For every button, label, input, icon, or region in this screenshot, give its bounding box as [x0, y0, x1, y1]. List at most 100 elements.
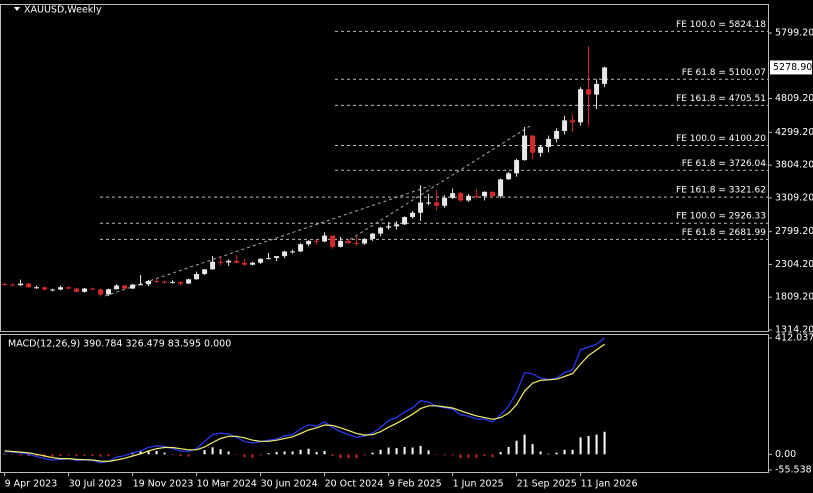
candle-body: [530, 135, 536, 153]
indicator-line: [4, 343, 605, 463]
level-label: FE 100.0 = 4100.20: [676, 134, 766, 144]
candle-body: [210, 261, 216, 270]
level-label: FE 100.0 = 5824.18: [676, 20, 766, 30]
candle-body: [50, 289, 56, 291]
candle-body: [386, 226, 392, 228]
candle-body: [602, 67, 608, 84]
candle-body: [186, 279, 192, 284]
indicator-line: [4, 337, 605, 464]
candle-body: [338, 240, 344, 247]
candle-body: [506, 173, 512, 180]
candle-body: [274, 256, 280, 259]
trend-line: [104, 185, 431, 297]
candle-body: [586, 89, 592, 95]
x-tick-label: 10 Mar 2024: [197, 479, 257, 490]
candle-body: [138, 284, 144, 286]
candle-body: [578, 89, 584, 123]
x-tick-label: 21 Sep 2025: [517, 479, 577, 490]
candle-body: [322, 235, 328, 242]
level-label: FE 61.8 = 3726.04: [682, 159, 767, 169]
candle-body: [106, 289, 112, 295]
candle-body: [146, 280, 152, 285]
candle-body: [82, 288, 88, 292]
candle-body: [282, 251, 288, 257]
indicator-title: MACD(12,26,9) 390.784 326.479 83.595 0.0…: [8, 339, 231, 350]
x-tick-label: 11 Jan 2026: [581, 479, 638, 490]
candle-body: [378, 227, 384, 234]
candle-body: [226, 260, 232, 263]
candle-body: [266, 258, 272, 260]
level-label: FE 61.8 = 2681.99: [682, 228, 767, 238]
candle-body: [538, 146, 544, 153]
y-tick-label: 5799.20: [775, 27, 813, 38]
candle-body: [418, 202, 424, 213]
candle-body: [90, 288, 96, 290]
candle-body: [426, 202, 432, 204]
candle-body: [234, 260, 240, 263]
candle-body: [474, 195, 480, 197]
main-panel-frame: [0, 4, 769, 332]
candle-body: [450, 193, 456, 198]
level-label: FE 161.8 = 3321.62: [676, 186, 766, 196]
candle-body: [498, 179, 504, 197]
last-price-box: [770, 60, 812, 75]
candle-body: [26, 283, 32, 288]
candle-body: [362, 238, 368, 244]
candle-body: [18, 283, 24, 286]
candle-body: [58, 287, 64, 290]
candle-body: [434, 202, 440, 206]
x-tick-label: 30 Jun 2024: [261, 479, 318, 490]
candle-body: [466, 195, 472, 201]
y-tick-label: 412.037: [775, 333, 813, 344]
candle-body: [242, 262, 248, 265]
candle-body: [98, 289, 104, 295]
candle-body: [258, 258, 264, 263]
level-label: FE 100.0 = 2926.33: [676, 212, 766, 222]
candle-body: [514, 160, 520, 174]
y-tick-label: 1809.20: [775, 292, 813, 303]
y-tick-label: 3804.20: [775, 160, 813, 171]
candle-body: [346, 240, 352, 243]
y-tick-label: 0.00: [775, 449, 796, 460]
candle-body: [218, 261, 224, 263]
candle-body: [290, 251, 296, 253]
candle-body: [402, 217, 408, 225]
y-tick-label: 1314.20: [775, 325, 813, 336]
level-label: FE 161.8 = 4705.51: [676, 94, 766, 104]
x-tick-label: 19 Nov 2023: [133, 479, 194, 490]
candle-body: [458, 193, 464, 201]
candle-body: [162, 281, 168, 283]
candle-body: [122, 285, 128, 289]
candle-body: [522, 135, 528, 161]
candle-body: [554, 130, 560, 139]
candle-body: [394, 224, 400, 227]
x-tick-label: 9 Feb 2025: [389, 479, 442, 490]
x-tick-label: 9 Apr 2023: [5, 479, 58, 490]
candle-body: [410, 212, 416, 218]
chart-title: XAUUSD,Weekly: [24, 5, 102, 16]
candle-body: [370, 233, 376, 239]
x-tick-label: 20 Oct 2024: [325, 479, 384, 490]
candle-body: [178, 281, 184, 284]
x-tick-label: 1 Jun 2025: [453, 479, 504, 490]
candle-body: [546, 138, 552, 147]
candle-body: [314, 240, 320, 242]
menu-arrow[interactable]: [14, 7, 20, 11]
last-price-label: 5278.90: [773, 62, 812, 73]
candle-body: [2, 283, 8, 285]
candle-body: [562, 120, 568, 131]
y-tick-label: -55.538: [775, 465, 812, 476]
candle-body: [114, 285, 120, 290]
candle-body: [298, 244, 304, 252]
candle-body: [42, 287, 48, 290]
candle-body: [354, 242, 360, 244]
candle-body: [490, 191, 496, 197]
y-tick-label: 3309.20: [775, 192, 813, 203]
candle-body: [66, 287, 72, 289]
candle-body: [202, 269, 208, 274]
candle-body: [130, 284, 136, 289]
candle-body: [306, 240, 312, 245]
indicator-panel-frame: [0, 334, 769, 473]
